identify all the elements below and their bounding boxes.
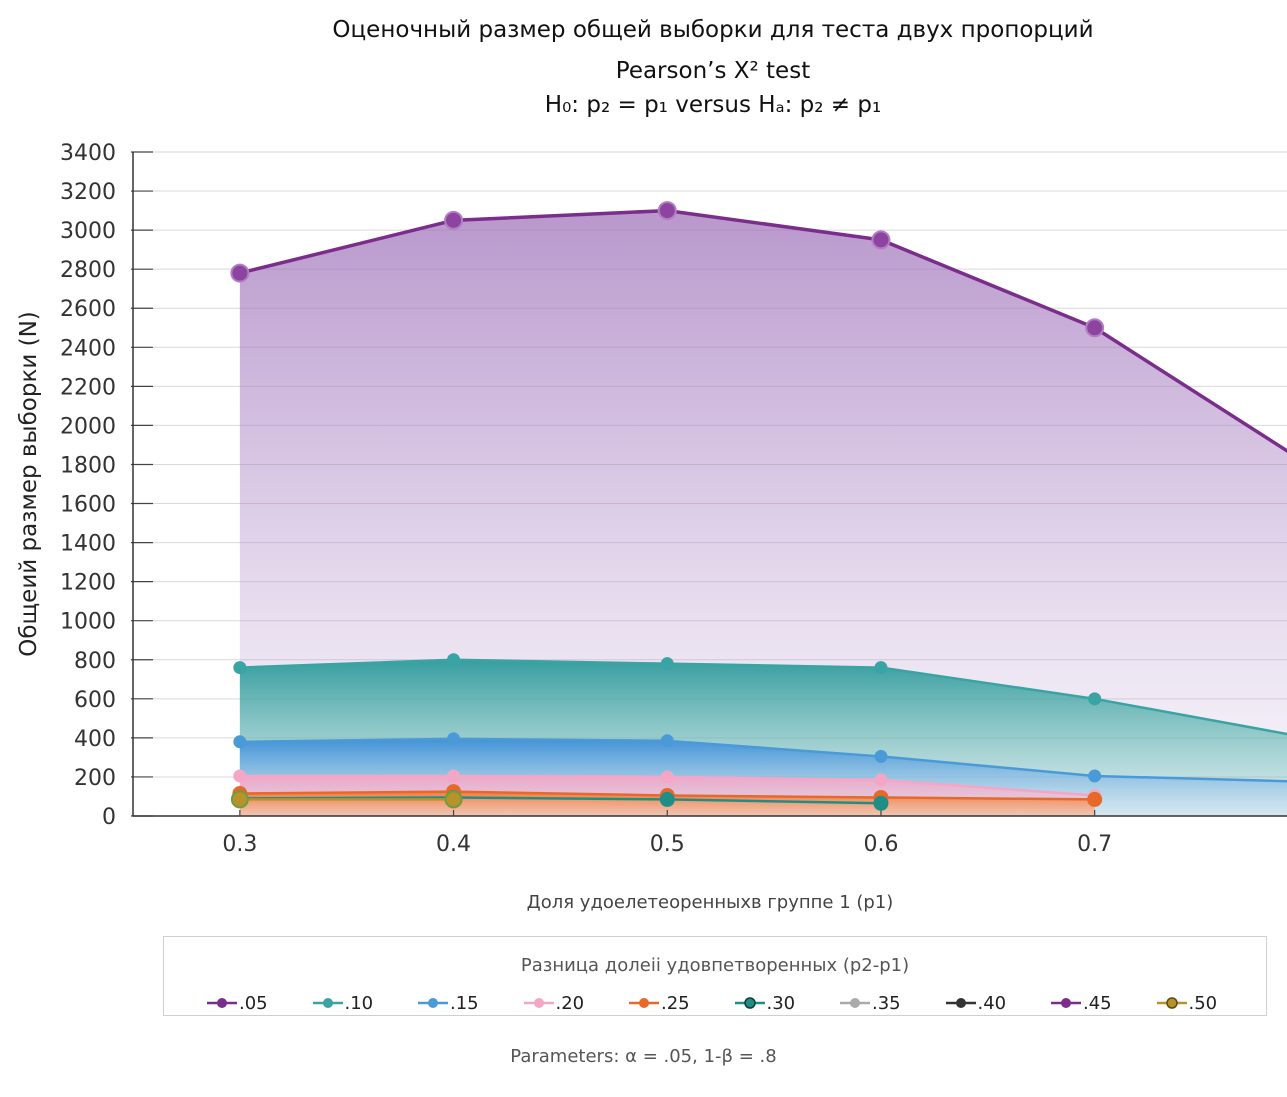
point-series-05 [444, 210, 464, 230]
legend-item-50: .50 [1156, 991, 1218, 1015]
chart: Оценочный размер общей выборки для теста… [16, 17, 1287, 913]
chart-title-line-2: H₀: p₂ = p₁ versus Hₐ: p₂ ≠ p₁ [545, 92, 881, 118]
legend-label-35: .35 [872, 992, 901, 1014]
point-series-10 [1088, 692, 1102, 706]
point-series-05 [657, 201, 677, 221]
chart-title-line-1: Pearson’s X² test [616, 58, 810, 84]
legend-item-10: .10 [312, 991, 374, 1015]
y-tick-label: 1800 [60, 453, 116, 478]
chart-title-line-0: Оценочный размер общей выборки для теста… [332, 17, 1093, 43]
point-series-10 [233, 661, 247, 675]
legend-marker-25 [629, 998, 659, 1008]
point-series-15 [447, 732, 461, 746]
point-series-20 [233, 769, 247, 783]
point-series-20 [874, 773, 888, 787]
legend-item-35: .35 [840, 991, 901, 1015]
point-series-05 [871, 230, 891, 250]
area-fills [239, 210, 1287, 816]
chart-title-group: Оценочный размер общей выборки для теста… [332, 17, 1093, 118]
legend-marker-40 [945, 998, 976, 1008]
point-series-15 [1088, 769, 1102, 783]
legend-label-40: .40 [977, 992, 1007, 1014]
point-series-30 [659, 791, 675, 807]
legend-item-25: .25 [629, 991, 690, 1015]
line-series-05 [239, 208, 1287, 453]
axis-labels: 0 200 400 600 800 1000 1200 1400 1600 1800 2000 220… [16, 141, 1112, 913]
legend-marker-30 [734, 997, 765, 1009]
point-series-15 [660, 734, 674, 748]
y-tick-label: 400 [74, 727, 116, 752]
y-tick-label: 2600 [60, 297, 116, 322]
y-tick-label: 0 [102, 805, 116, 830]
legend-marker-45 [1051, 998, 1081, 1008]
x-tick-label: 0.4 [436, 832, 471, 857]
legend-items: .05 .10 .15 .20 .25 .30 .35 .40 .45 .50 [164, 991, 1266, 1015]
axes [131, 151, 1287, 817]
legend-label-15: .15 [450, 992, 479, 1014]
point-series-15 [874, 749, 888, 763]
line-series-30 [239, 796, 881, 805]
y-tick-label: 1200 [60, 571, 116, 596]
x-tick-label: 0.5 [650, 832, 685, 857]
legend-label-20: .20 [555, 992, 585, 1014]
series-points [230, 201, 1105, 811]
legend-item-40: .40 [945, 991, 1007, 1015]
y-tick-label: 2400 [60, 336, 116, 361]
legend-marker-20 [523, 998, 554, 1008]
point-series-25 [1087, 791, 1103, 807]
legend-label-25: .25 [661, 992, 690, 1014]
x-tick-label: 0.6 [863, 832, 898, 857]
legend-marker-10 [312, 998, 343, 1008]
x-axis-title: Доля удоелетеоренныхв группе 1 (p1) [527, 892, 894, 913]
y-tick-label: 2800 [60, 258, 116, 283]
y-tick-label: 1400 [60, 532, 116, 557]
legend-label-05: .05 [239, 992, 268, 1014]
point-series-05 [230, 263, 250, 283]
legend-label-50: .50 [1188, 992, 1218, 1014]
point-series-50 [230, 790, 249, 809]
y-tick-label: 800 [74, 649, 116, 674]
legend: Разница долеіі удовпетворенных (p2-p1) .… [163, 936, 1267, 1016]
y-tick-label: 3400 [60, 141, 116, 166]
x-tick-label: 0.7 [1077, 832, 1112, 857]
x-tick-label: 0.3 [222, 832, 257, 857]
y-tick-label: 3000 [60, 219, 116, 244]
point-series-10 [660, 657, 674, 671]
y-tick-label: 200 [74, 766, 116, 791]
line-series-10 [239, 658, 1287, 736]
y-tick-label: 2200 [60, 375, 116, 400]
legend-item-30: .30 [734, 991, 796, 1015]
legend-item-15: .15 [418, 991, 479, 1015]
point-series-50 [444, 790, 463, 809]
parameters-footnote: Parameters: α = .05, 1-β = .8 [510, 1046, 777, 1067]
legend-marker-35 [840, 998, 870, 1008]
y-tick-label: 3200 [60, 180, 116, 205]
legend-label-30: .30 [766, 992, 796, 1014]
y-tick-label: 1000 [60, 610, 116, 635]
y-axis-title: Общеий размер выборки (N) [16, 311, 42, 657]
y-tick-label: 2000 [60, 414, 116, 439]
point-series-20 [447, 769, 461, 783]
legend-item-45: .45 [1051, 991, 1112, 1015]
legend-item-20: .20 [523, 991, 585, 1015]
legend-marker-05 [207, 998, 237, 1008]
point-series-10 [447, 653, 461, 667]
legend-label-45: .45 [1083, 992, 1112, 1014]
y-tick-label: 1600 [60, 493, 116, 518]
legend-label-10: .10 [344, 992, 374, 1014]
point-series-05 [1085, 318, 1105, 338]
legend-title: Разница долеіі удовпетворенных (p2-p1) [520, 955, 910, 976]
point-series-30 [873, 795, 889, 811]
y-tick-label: 600 [74, 688, 116, 713]
point-series-10 [874, 661, 888, 675]
point-series-15 [233, 735, 247, 749]
legend-marker-50 [1156, 997, 1187, 1009]
line-series-15 [239, 737, 1287, 783]
point-series-20 [660, 770, 674, 784]
legend-marker-15 [418, 998, 448, 1008]
legend-item-05: .05 [207, 991, 268, 1015]
